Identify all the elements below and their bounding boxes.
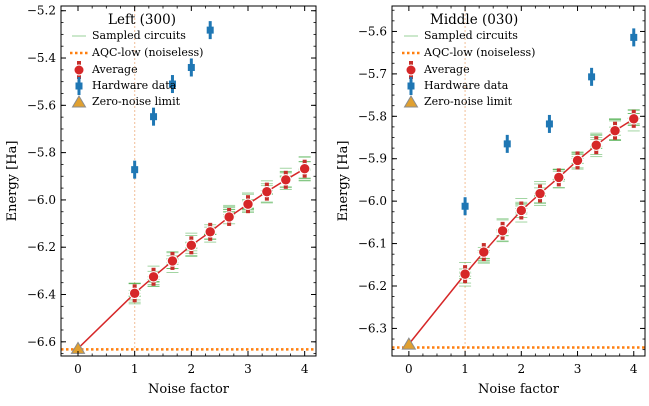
- x-tick-label: 0: [74, 362, 82, 376]
- x-tick-label: 4: [630, 362, 638, 376]
- hardware-point: [503, 140, 511, 148]
- y-tick-label: −5.6: [27, 98, 56, 112]
- x-tick-label: 1: [131, 362, 139, 376]
- plot-frame: [391, 5, 646, 357]
- average-point: [478, 246, 490, 258]
- hardware-point: [206, 26, 214, 34]
- y-tick-label: −5.4: [27, 51, 57, 65]
- average-point: [261, 185, 273, 198]
- x-axis-label: Noise factor: [478, 382, 560, 397]
- panel-left: 0 1 2 3 4 −6.6 −6.4 −6.2 −6.0 −5.8 −5.6 −5.4 −5.2 Noi…: [5, 4, 317, 397]
- y-axis-label: Energy [Ha]: [336, 141, 351, 222]
- hardware-point: [630, 33, 638, 41]
- average-point: [298, 163, 311, 175]
- average-series-line: [134, 168, 306, 294]
- legend-hardware-swatch: [75, 82, 83, 90]
- x-tick-label: 3: [244, 362, 252, 376]
- extrapolation-line: [408, 273, 466, 345]
- x-tick-label: 1: [461, 362, 469, 376]
- average-point: [204, 226, 216, 238]
- y-tick-label: −6.3: [358, 321, 387, 335]
- legend-zero-noise-label: Zero-noise limit: [424, 95, 513, 108]
- y-tick-label: −5.6: [358, 24, 387, 38]
- average-point: [459, 268, 471, 280]
- legend-hardware-swatch: [407, 82, 415, 90]
- plot-area: [392, 6, 645, 356]
- legend-sampled-label: Sampled circuits: [92, 29, 186, 42]
- legend-aqc-label: AQC-low (noiseless): [91, 46, 203, 59]
- y-tick-label: −6.1: [358, 237, 387, 251]
- legend-zero-noise-label: Zero-noise limit: [92, 95, 181, 108]
- average-point: [185, 239, 198, 252]
- average-point: [609, 125, 621, 137]
- average-point: [515, 204, 528, 217]
- average-point: [553, 171, 565, 184]
- legend-hardware-label: Hardware data: [92, 79, 177, 92]
- hardware-point: [545, 120, 553, 128]
- legend-aqc-label: AQC-low (noiseless): [423, 46, 535, 59]
- average-point: [571, 154, 584, 167]
- legend-zero-noise-swatch: [403, 95, 419, 108]
- average-point: [590, 139, 602, 151]
- legend-sampled-label: Sampled circuits: [424, 29, 518, 42]
- average-series-line: [464, 118, 635, 275]
- plot-area: [61, 6, 316, 356]
- y-tick-label: −5.8: [358, 109, 387, 123]
- average-point: [166, 255, 179, 267]
- legend-average-swatch: [405, 64, 417, 76]
- hardware-point: [131, 166, 139, 174]
- x-tick-label: 0: [405, 362, 413, 376]
- average-point: [628, 113, 640, 125]
- y-tick-label: −5.7: [358, 67, 387, 81]
- y-tick-label: −5.9: [358, 152, 387, 166]
- y-tick-label: −6.4: [27, 288, 57, 302]
- x-axis-label: Noise factor: [148, 382, 230, 397]
- legend-average-label: Average: [91, 63, 138, 76]
- hardware-point: [187, 63, 195, 71]
- panel-title: Left (300): [108, 12, 176, 28]
- y-tick-label: −6.6: [27, 335, 56, 349]
- y-axis-label: Energy [Ha]: [5, 141, 20, 222]
- y-tick-label: −5.8: [27, 146, 56, 160]
- y-tick-label: −6.0: [27, 193, 56, 207]
- panel-title: Middle (030): [430, 12, 518, 28]
- y-tick-label: −6.0: [358, 194, 387, 208]
- legend-hardware-label: Hardware data: [424, 79, 509, 92]
- x-tick-label: 2: [517, 362, 525, 376]
- y-tick-label: −6.2: [27, 240, 56, 254]
- x-tick-label: 4: [301, 362, 309, 376]
- x-tick-label: 2: [188, 362, 196, 376]
- average-point: [496, 225, 509, 237]
- legend-average-swatch: [73, 64, 85, 76]
- hardware-point: [168, 80, 176, 88]
- y-tick-label: −6.2: [358, 279, 387, 293]
- plot-frame: [60, 5, 317, 357]
- legend-average-label: Average: [423, 63, 470, 76]
- y-tick-label: −5.2: [27, 4, 56, 18]
- panel-right: 0 1 2 3 4 −6.3 −6.2 −6.1 −6.0 −5.9 −5.8 −5.7 −5.6 Noi…: [336, 5, 646, 397]
- average-point: [280, 174, 292, 186]
- average-point: [128, 287, 141, 300]
- x-tick-label: 3: [574, 362, 582, 376]
- average-point: [223, 211, 235, 223]
- average-point: [242, 198, 254, 210]
- hardware-point: [588, 73, 596, 81]
- average-point: [147, 271, 160, 283]
- extrapolation-line: [77, 292, 136, 349]
- zero-noise-limit-marker: [401, 337, 417, 350]
- average-point: [534, 187, 546, 200]
- hardware-point: [461, 202, 469, 210]
- hardware-point: [150, 113, 158, 121]
- legend-zero-noise-swatch: [71, 95, 87, 108]
